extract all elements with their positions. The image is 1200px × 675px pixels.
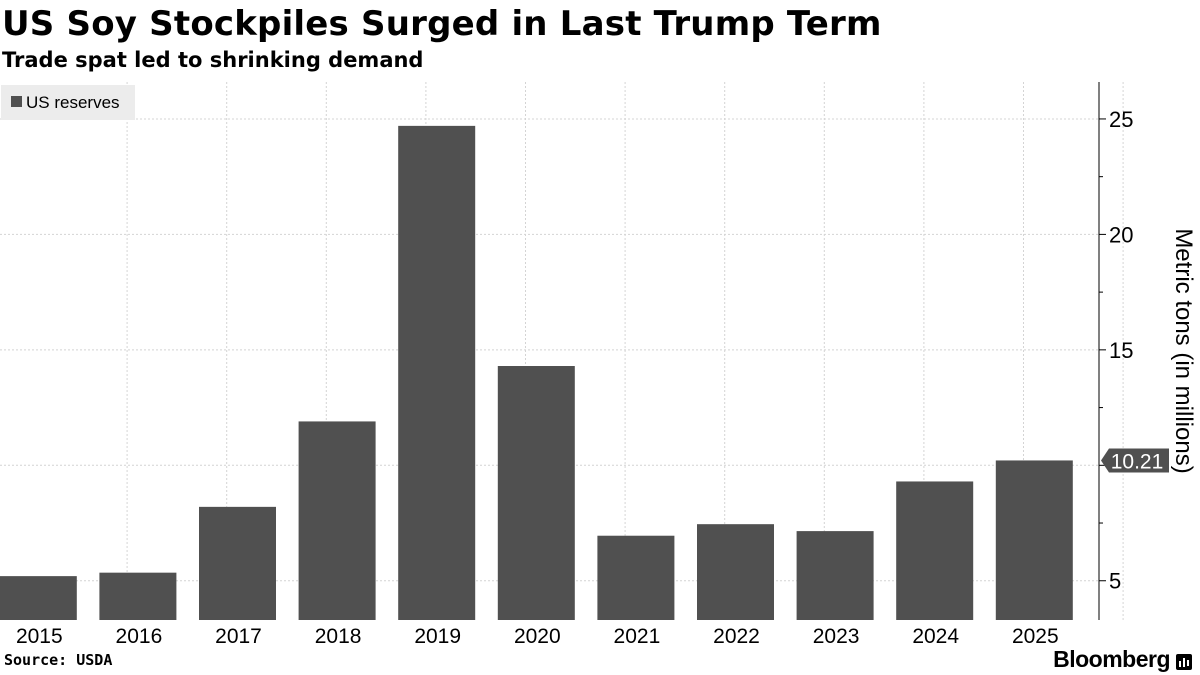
last-value-callout: 10.21: [1101, 448, 1169, 473]
callout-box: [1101, 448, 1169, 473]
x-tick-label: 2024: [912, 625, 959, 648]
legend-label: US reserves: [26, 93, 120, 112]
legend-swatch: [11, 96, 22, 107]
x-tick-label: 2021: [614, 625, 661, 648]
bar-2017: [199, 506, 276, 620]
bloomberg-logo: Bloomberg: [1053, 646, 1192, 673]
x-tick-label: 2020: [514, 625, 561, 648]
bar-2016: [99, 572, 177, 620]
bar-2024: [896, 481, 974, 620]
y-axis: 5 15 20 25: [1098, 82, 1133, 620]
bar-2019: [398, 125, 476, 620]
y-tick-label: 25: [1109, 107, 1133, 132]
callout-label: 10.21: [1111, 450, 1164, 473]
bars: [0, 125, 1073, 620]
x-tick-label: 2025: [1012, 625, 1059, 648]
y-tick-label: 15: [1109, 338, 1133, 363]
y-tick-label: 20: [1109, 222, 1133, 247]
x-tick-label: 2022: [713, 625, 760, 648]
chart-subtitle: Trade spat led to shrinking demand: [2, 48, 424, 72]
x-axis-labels: 2015 2016 2017 2018 2019 2020 2021 2022 2023 2024…: [16, 625, 1059, 648]
x-tick-label: 2018: [315, 625, 362, 648]
bar-2015: [0, 576, 77, 620]
bar-2022: [697, 524, 774, 620]
bar-2018: [298, 421, 376, 620]
source-note: Source: USDA: [4, 651, 113, 669]
x-tick-label: 2015: [16, 625, 63, 648]
chart-title: US Soy Stockpiles Surged in Last Trump T…: [2, 4, 882, 44]
bar-2023: [796, 531, 874, 620]
y-axis-title: Metric tons (in millions): [1170, 228, 1197, 473]
x-tick-label: 2016: [116, 625, 163, 648]
legend: US reserves: [1, 85, 135, 120]
legend-box: [1, 85, 135, 120]
x-tick-label: 2017: [215, 625, 262, 648]
bar-2021: [597, 535, 675, 620]
x-tick-label: 2019: [414, 625, 461, 648]
x-tick-label: 2023: [813, 625, 860, 648]
bloomberg-chart-icon: [1176, 653, 1192, 670]
y-tick-label: 5: [1109, 569, 1121, 594]
bar-2020: [497, 366, 575, 620]
bar-2025: [995, 460, 1073, 620]
brand-name: Bloomberg: [1053, 646, 1170, 672]
